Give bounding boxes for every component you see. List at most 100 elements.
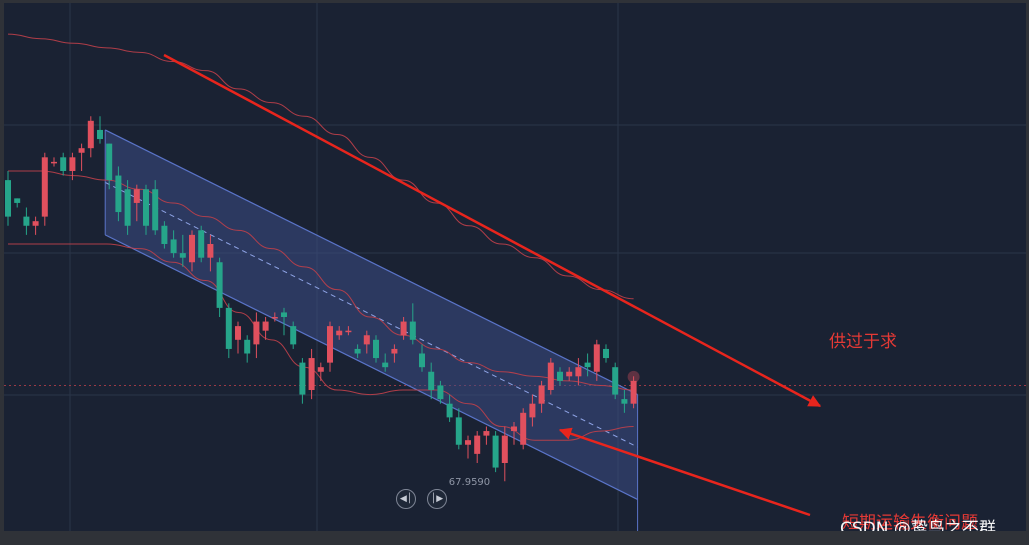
- candle-50: [465, 435, 471, 459]
- chart-plot-area[interactable]: 67.9590 ◀│ │▶ 供过于求 短期运输失衡问题 CSDN @鸷鸟之不群: [4, 3, 1026, 531]
- last-price-glow: [627, 370, 640, 383]
- candle-body: [225, 307, 232, 349]
- candle-42: [391, 344, 398, 363]
- candle-5: [51, 157, 57, 167]
- candle-body: [603, 348, 609, 359]
- candle-body: [14, 198, 21, 203]
- candle-56: [520, 408, 527, 450]
- candle-body: [455, 417, 462, 445]
- candle-body: [557, 371, 563, 381]
- candle-body: [143, 189, 149, 226]
- candle-27: [253, 312, 260, 359]
- candle-43: [400, 317, 407, 340]
- candle-64: [593, 339, 600, 381]
- candle-body: [244, 339, 251, 354]
- candle-body: [170, 239, 177, 254]
- candle-body: [419, 353, 425, 368]
- candle-body: [60, 157, 67, 171]
- csdn-watermark: CSDN @鸷鸟之不群: [840, 519, 996, 531]
- candle-68: [630, 376, 637, 409]
- candle-30: [281, 307, 287, 336]
- candle-body: [69, 157, 76, 171]
- candle-body: [23, 216, 30, 226]
- candle-body: [198, 230, 205, 258]
- annotation-transport-imbalance: 短期运输失衡问题: [842, 513, 978, 531]
- candle-body: [483, 431, 490, 436]
- candle-54: [501, 426, 508, 482]
- candle-body: [5, 180, 11, 217]
- annotation-oversupply: 供过于求: [829, 332, 897, 352]
- candle-6: [60, 152, 67, 176]
- candle-25: [235, 321, 241, 354]
- channel-upper-edge: [104, 129, 638, 396]
- candle-19: [179, 234, 186, 267]
- candle-17: [161, 221, 168, 249]
- candle-body: [281, 312, 287, 317]
- candles: [5, 116, 640, 482]
- candle-body: [593, 344, 600, 372]
- candle-20: [189, 230, 195, 272]
- candle-body: [391, 348, 398, 354]
- candle-2: [23, 207, 30, 235]
- band-lower: [8, 243, 634, 441]
- candle-body: [409, 321, 416, 340]
- candle-45: [419, 344, 425, 372]
- candle-35: [327, 321, 333, 372]
- candle-body: [32, 221, 39, 226]
- candle-body: [529, 403, 536, 418]
- candle-body: [299, 362, 306, 395]
- candle-62: [575, 358, 582, 386]
- candle-body: [97, 129, 103, 140]
- candle-48: [446, 394, 453, 422]
- skip-back-icon[interactable]: ◀│: [396, 489, 416, 509]
- candle-body: [584, 362, 591, 368]
- candle-body: [124, 189, 131, 226]
- candle-11: [106, 143, 113, 190]
- candle-55: [511, 421, 517, 445]
- candle-63: [584, 353, 591, 377]
- candle-33: [308, 348, 315, 400]
- candle-46: [428, 362, 435, 400]
- candle-body: [363, 335, 370, 345]
- arrow-downtrend: [163, 53, 822, 408]
- candle-38: [354, 344, 361, 359]
- arrow-to-channel: [558, 427, 811, 517]
- candle-body: [501, 435, 508, 463]
- candle-47: [437, 380, 444, 404]
- grid-lines: [4, 3, 1026, 531]
- candle-52: [483, 426, 490, 445]
- candle-60: [557, 367, 563, 386]
- candle-body: [133, 189, 140, 203]
- candle-13: [124, 180, 131, 235]
- candle-21: [198, 225, 205, 263]
- bollinger-bands: [7, 33, 634, 441]
- candle-body: [547, 362, 554, 390]
- candle-67: [621, 390, 628, 413]
- candle-14: [133, 184, 140, 222]
- candle-body: [520, 412, 527, 445]
- band-middle: [8, 170, 634, 391]
- candle-8: [78, 143, 85, 171]
- candle-body: [621, 399, 628, 404]
- candle-0: [5, 171, 11, 226]
- candle-body: [317, 367, 324, 372]
- candle-15: [143, 184, 149, 235]
- candle-32: [299, 358, 306, 404]
- candle-40: [373, 335, 379, 363]
- band-upper: [7, 33, 634, 300]
- trend-arrows: [163, 53, 822, 517]
- regression-channel: [104, 129, 639, 531]
- candle-29: [271, 312, 278, 322]
- skip-forward-icon[interactable]: │▶: [427, 489, 447, 509]
- candle-9: [87, 116, 94, 158]
- candle-body: [152, 189, 159, 231]
- candle-body: [511, 426, 517, 432]
- candle-18: [170, 230, 177, 258]
- candle-58: [538, 380, 545, 413]
- candle-body: [179, 253, 186, 258]
- candle-22: [207, 234, 214, 272]
- candle-37: [345, 326, 352, 336]
- candle-body: [538, 385, 545, 404]
- candle-body: [354, 348, 361, 354]
